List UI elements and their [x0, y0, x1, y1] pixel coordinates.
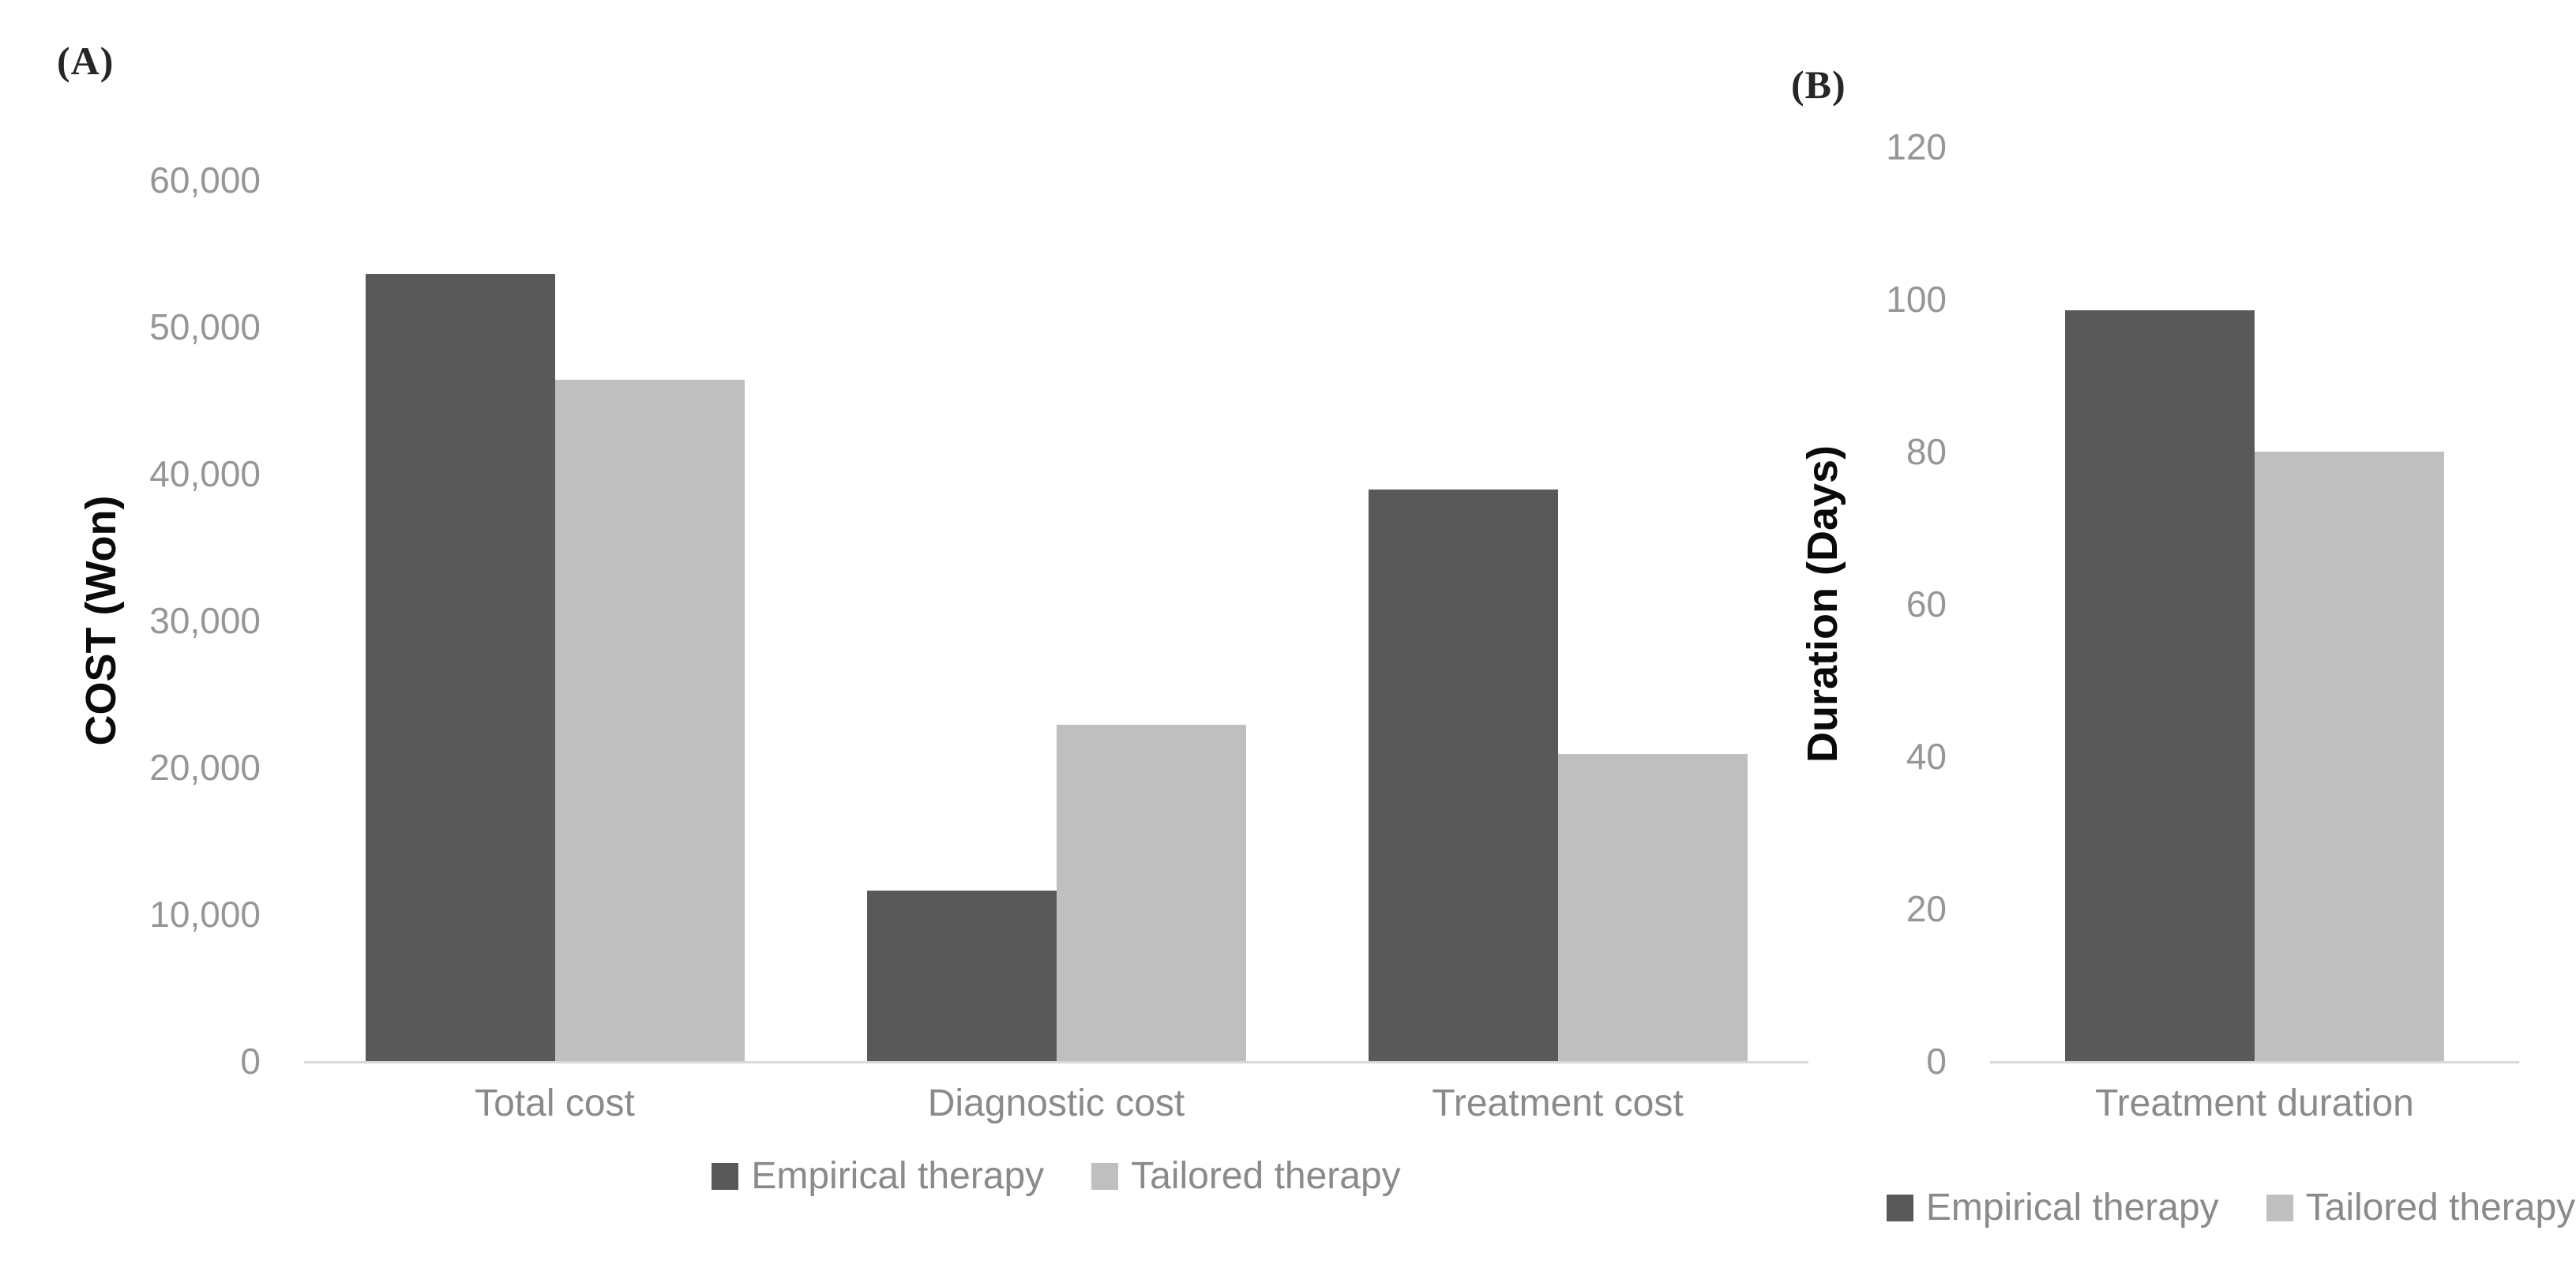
panel-a-legend: Empirical therapy Tailored therapy [304, 1154, 1808, 1198]
panel-a-bars-layer [304, 180, 1808, 1061]
category-label: Treatment cost [1432, 1082, 1684, 1124]
bar-empirical-therapy [1368, 490, 1558, 1061]
y-tick-label: 0 [1926, 1041, 1947, 1082]
bar-empirical-therapy [2065, 310, 2255, 1061]
legend-label: Empirical therapy [1925, 1187, 2219, 1229]
y-tick-label: 10,000 [149, 894, 261, 935]
y-tick-label: 100 [1886, 279, 1947, 320]
bar-tailored-therapy [2255, 452, 2444, 1061]
bar-tailored-therapy [1557, 754, 1748, 1061]
legend-swatch-tailored-therapy [2266, 1194, 2293, 1221]
panel-b-bars-layer [1990, 147, 2519, 1061]
panel-b-legend: Empirical therapy Tailored therapy [1886, 1186, 2576, 1229]
panel-a-category-labels: Total cost Diagnostic cost Treatment cost [304, 180, 1808, 1124]
bar-empirical-therapy [866, 891, 1057, 1061]
legend-item-empirical-therapy: Empirical therapy [1886, 1186, 2219, 1229]
y-tick-label: 20,000 [149, 747, 261, 788]
y-tick-label: 60 [1906, 583, 1947, 625]
y-tick-label: 50,000 [149, 306, 261, 347]
legend-label: Tailored therapy [1131, 1155, 1401, 1197]
y-tick-label: 0 [240, 1041, 261, 1082]
y-tick-label: 20 [1906, 888, 1947, 929]
legend-label: Empirical therapy [751, 1155, 1045, 1197]
category-label: Diagnostic cost [927, 1082, 1185, 1124]
legend-swatch-empirical-therapy [1886, 1194, 1913, 1221]
panel-b-label: (B) [1791, 62, 1846, 107]
legend-item-tailored-therapy: Tailored therapy [1091, 1154, 1401, 1198]
y-tick-label: 60,000 [149, 159, 261, 201]
bar-group-diagnostic-cost [805, 180, 1307, 1061]
bar-group-treatment-cost [1307, 180, 1808, 1061]
y-tick-label: 40 [1906, 736, 1947, 777]
bar-tailored-therapy [1056, 725, 1246, 1061]
bar-group-treatment-duration [1990, 147, 2519, 1061]
panel-b-plot-area: 0 20 40 60 80 100 120 Treatment duration [1886, 126, 2519, 1124]
bar-empirical-therapy [365, 274, 555, 1061]
y-tick-label: 120 [1886, 126, 1947, 167]
category-label: Total cost [475, 1082, 635, 1124]
legend-label: Tailored therapy [2305, 1187, 2576, 1229]
legend-item-tailored-therapy: Tailored therapy [2266, 1186, 2576, 1229]
legend-swatch-tailored-therapy [1091, 1162, 1119, 1190]
legend-item-empirical-therapy: Empirical therapy [712, 1154, 1044, 1198]
y-tick-label: 80 [1906, 431, 1947, 472]
y-tick-label: 30,000 [149, 600, 261, 641]
panel-b-category-labels: Treatment duration [1990, 147, 2519, 1124]
panel-b-y-axis-ticks: 0 20 40 60 80 100 120 [1886, 126, 2519, 1082]
bar-group-total-cost [304, 180, 805, 1061]
y-tick-label: 40,000 [149, 453, 261, 494]
legend-swatch-empirical-therapy [712, 1162, 739, 1190]
panel-a-label: (A) [57, 39, 115, 83]
bar-tailored-therapy [554, 379, 745, 1061]
category-label: Treatment duration [2095, 1082, 2414, 1124]
panel-a-plot-area: 0 10,000 20,000 30,000 40,000 50,000 60,000 To… [149, 159, 1808, 1124]
panel-a-y-axis-ticks: 0 10,000 20,000 30,000 40,000 50,000 60,000 [149, 159, 1808, 1082]
